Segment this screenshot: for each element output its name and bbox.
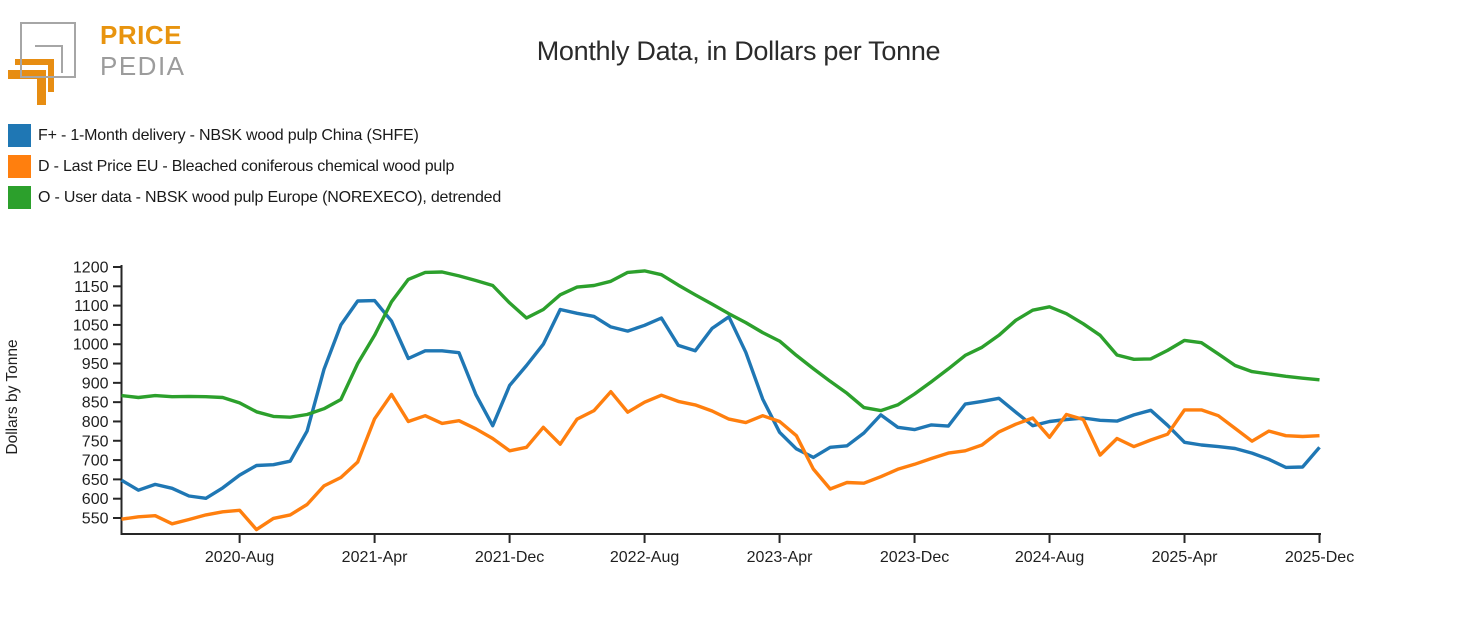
legend-label-eu-last-price: D - Last Price EU - Bleached coniferous … (38, 157, 455, 175)
legend-item-norexeco: O - User data - NBSK wood pulp Europe (N… (8, 182, 501, 213)
legend-label-china-shfe: F+ - 1-Month delivery - NBSK wood pulp C… (38, 126, 419, 144)
x-tick-label: 2023-Apr (747, 549, 813, 566)
series-line-china-shfe (120, 298, 1321, 501)
series-line-norexeco (121, 269, 1320, 419)
legend-item-eu-last-price: D - Last Price EU - Bleached coniferous … (8, 151, 501, 182)
y-tick-label: 950 (82, 356, 109, 373)
logo-wordmark: PRICE PEDIA (100, 20, 186, 82)
y-tick-label: 550 (82, 511, 109, 528)
y-tick-label: 700 (82, 453, 109, 470)
x-tick-label: 2022-Aug (610, 549, 679, 566)
legend-swatch-green (8, 186, 31, 209)
y-tick-label: 1200 (73, 260, 109, 277)
y-tick-label: 1000 (73, 337, 109, 354)
y-tick-label: 850 (82, 395, 109, 412)
y-tick-label: 1050 (73, 317, 109, 334)
legend-swatch-orange (8, 155, 31, 178)
y-tick-label: 600 (82, 491, 109, 508)
y-tick-label: 1100 (74, 298, 109, 315)
pricepedia-logo: PRICE PEDIA (8, 8, 208, 105)
series-line-eu-last-price (121, 389, 1320, 532)
y-axis-title: Dollars by Tonne (4, 339, 21, 454)
logo-orange-bracket-thick-icon (8, 70, 46, 105)
x-tick-label: 2020-Aug (205, 549, 274, 566)
logo-gray-bracket-icon (35, 45, 63, 73)
x-tick-label: 2023-Dec (880, 549, 949, 566)
x-tick-label: 2025-Apr (1152, 549, 1218, 566)
line-chart: 550 600 650 700 750 800 850 900 950 1000 1050 1100 1… (0, 245, 1477, 615)
chart-title: Monthly Data, in Dollars per Tonne (536, 36, 941, 66)
y-tick-label: 750 (82, 433, 109, 450)
y-tick-label: 900 (82, 375, 109, 392)
y-tick-label: 650 (82, 472, 109, 489)
x-tick-label: 2024-Aug (1015, 549, 1084, 566)
legend-label-norexeco: O - User data - NBSK wood pulp Europe (N… (38, 188, 502, 206)
legend-item-china-shfe: F+ - 1-Month delivery - NBSK wood pulp C… (8, 120, 501, 151)
y-tick-label: 1150 (74, 279, 109, 296)
logo-orange-bracket-icon (15, 59, 54, 92)
x-tick-label: 2021-Dec (475, 549, 544, 566)
chart-svg: 550 600 650 700 750 800 850 900 950 1000 1050 1100 1… (4, 260, 1354, 567)
brand-pedia: PEDIA (100, 51, 186, 81)
logo-square-icon (20, 22, 76, 78)
x-tick-label: 2025-Dec (1285, 549, 1354, 566)
legend: F+ - 1-Month delivery - NBSK wood pulp C… (8, 120, 501, 213)
x-tick-label: 2021-Apr (342, 549, 408, 566)
legend-swatch-blue (8, 124, 31, 147)
y-tick-label: 800 (82, 414, 109, 431)
brand-price: PRICE (100, 20, 182, 50)
